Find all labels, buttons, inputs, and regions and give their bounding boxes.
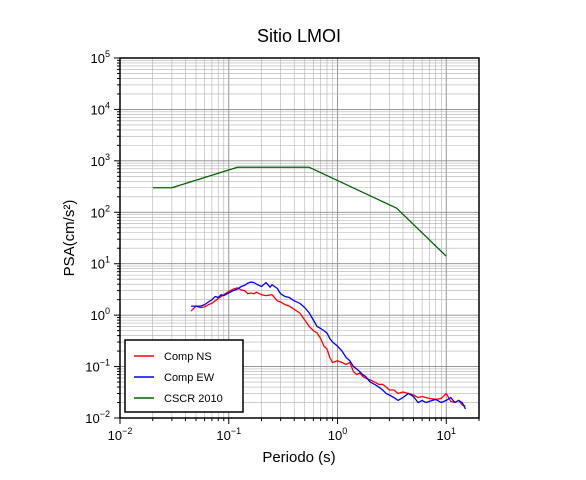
x-tick-labels: 10−2 10−1 100 101 [108, 426, 456, 443]
x-tick-label: 10−1 [216, 426, 241, 443]
y-tick-labels: 10−2 10−1 100 101 102 103 104 105 [85, 49, 110, 426]
legend-label: CSCR 2010 [164, 393, 223, 405]
y-tick-label: 10−1 [85, 358, 110, 375]
x-tick-label: 101 [437, 426, 456, 443]
legend-label: Comp EW [164, 372, 215, 384]
y-tick-label: 105 [91, 49, 110, 66]
series-line-cscr-2010 [152, 166, 447, 257]
y-tick-label: 100 [91, 306, 110, 323]
legend-box [124, 339, 244, 413]
y-axis-label: PSA(cm/s²) [61, 200, 78, 277]
series-lines [152, 166, 466, 410]
x-tick-label: 10−2 [108, 426, 133, 443]
y-tick-label: 104 [91, 100, 110, 117]
legend: Comp NS Comp EW CSCR 2010 [124, 339, 244, 413]
x-tick-label: 100 [328, 426, 347, 443]
y-tick-label: 101 [91, 255, 110, 272]
y-tick-label: 103 [91, 152, 110, 169]
series-line-comp-ns [190, 287, 466, 407]
legend-items: Comp NS Comp EW CSCR 2010 [134, 351, 223, 405]
x-axis-label: Periodo (s) [262, 449, 335, 466]
ticks [114, 57, 480, 424]
plot-frame [119, 57, 480, 419]
legend-label: Comp NS [164, 351, 212, 363]
grid [119, 57, 480, 419]
y-tick-label: 102 [91, 203, 110, 220]
chart-title: Sitio LMOI [257, 26, 341, 46]
series-line-comp-ew [191, 281, 466, 410]
y-tick-label: 10−2 [85, 409, 110, 426]
